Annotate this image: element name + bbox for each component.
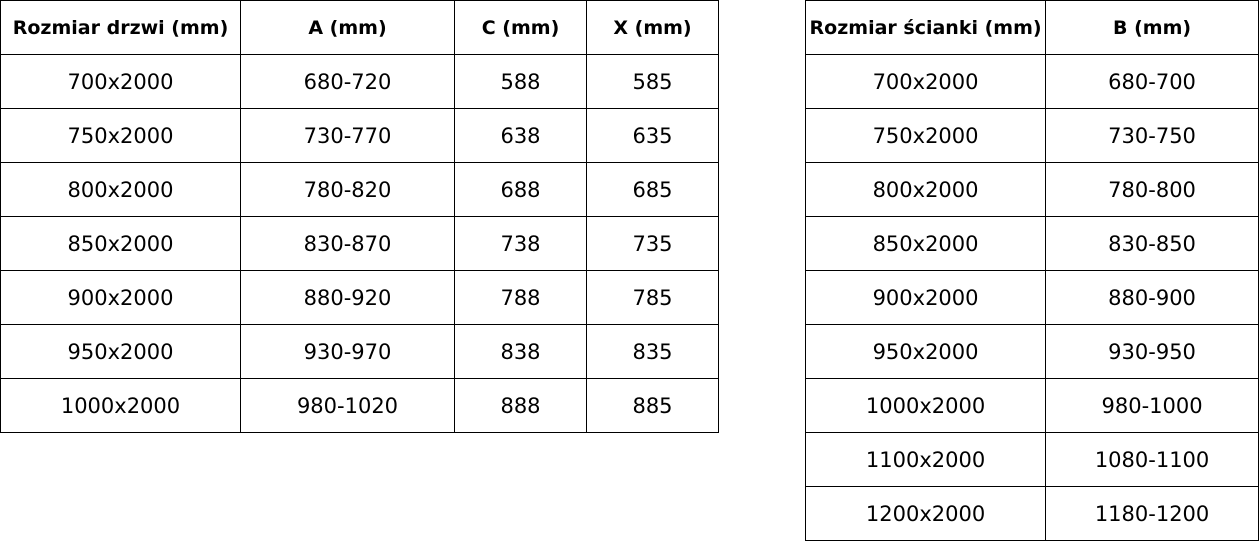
table-cell: 638	[454, 108, 587, 163]
table-cell: 588	[454, 54, 587, 109]
table-row: 1200x2000 1180-1200	[804, 486, 1259, 541]
table-cell: 738	[454, 216, 587, 271]
column-header: C (mm)	[454, 0, 587, 55]
table-cell: 830-850	[1045, 216, 1259, 271]
column-header: Rozmiar ścianki (mm)	[804, 0, 1047, 55]
table-row: 750x2000 730-770 638 635	[0, 108, 719, 163]
table-cell: 830-870	[240, 216, 455, 271]
table-cell: 900x2000	[0, 270, 241, 325]
table-row: 850x2000 830-870 738 735	[0, 216, 719, 271]
door-size-table: Rozmiar drzwi (mm) A (mm) C (mm) X (mm) 700x…	[0, 0, 719, 433]
table-cell: 730-770	[240, 108, 455, 163]
table-cell: 950x2000	[0, 324, 241, 379]
table-cell: 835	[586, 324, 719, 379]
table-cell: 585	[586, 54, 719, 109]
table-cell: 1000x2000	[804, 378, 1047, 433]
table-cell: 700x2000	[804, 54, 1047, 109]
table-cell: 735	[586, 216, 719, 271]
table-cell: 930-950	[1045, 324, 1259, 379]
table-cell: 885	[586, 378, 719, 433]
table-cell: 750x2000	[0, 108, 241, 163]
table-cell: 950x2000	[804, 324, 1047, 379]
table-cell: 688	[454, 162, 587, 217]
column-header: B (mm)	[1045, 0, 1259, 55]
table-row: 800x2000 780-820 688 685	[0, 162, 719, 217]
table-row: 1100x2000 1080-1100	[804, 432, 1259, 487]
table-cell: 750x2000	[804, 108, 1047, 163]
table-row: 700x2000 680-720 588 585	[0, 54, 719, 109]
table-cell: 780-820	[240, 162, 455, 217]
table-cell: 1180-1200	[1045, 486, 1259, 541]
table-cell: 785	[586, 270, 719, 325]
table-row: 700x2000 680-700	[804, 54, 1259, 109]
table-cell: 1000x2000	[0, 378, 241, 433]
table-row: 950x2000 930-970 838 835	[0, 324, 719, 379]
table-cell: 730-750	[1045, 108, 1259, 163]
table-cell: 680-720	[240, 54, 455, 109]
table-row: 1000x2000 980-1020 888 885	[0, 378, 719, 433]
table-cell: 800x2000	[0, 162, 241, 217]
table-row: 800x2000 780-800	[804, 162, 1259, 217]
table-cell: 888	[454, 378, 587, 433]
column-header: Rozmiar drzwi (mm)	[0, 0, 241, 55]
header-row: Rozmiar drzwi (mm) A (mm) C (mm) X (mm)	[0, 0, 719, 55]
table-cell: 1200x2000	[804, 486, 1047, 541]
table-cell: 980-1020	[240, 378, 455, 433]
table-cell: 880-900	[1045, 270, 1259, 325]
table-row: 850x2000 830-850	[804, 216, 1259, 271]
table-cell: 680-700	[1045, 54, 1259, 109]
table-cell: 788	[454, 270, 587, 325]
table-row: 900x2000 880-900	[804, 270, 1259, 325]
table-cell: 780-800	[1045, 162, 1259, 217]
table-cell: 1080-1100	[1045, 432, 1259, 487]
table-cell: 850x2000	[804, 216, 1047, 271]
column-header: X (mm)	[586, 0, 719, 55]
table-row: 900x2000 880-920 788 785	[0, 270, 719, 325]
table-cell: 900x2000	[804, 270, 1047, 325]
table-row: 1000x2000 980-1000	[804, 378, 1259, 433]
table-cell: 880-920	[240, 270, 455, 325]
table-cell: 930-970	[240, 324, 455, 379]
table-cell: 980-1000	[1045, 378, 1259, 433]
table-cell: 685	[586, 162, 719, 217]
column-header: A (mm)	[240, 0, 455, 55]
table-cell: 635	[586, 108, 719, 163]
header-row: Rozmiar ścianki (mm) B (mm)	[804, 0, 1259, 55]
table-cell: 1100x2000	[804, 432, 1047, 487]
table-row: 750x2000 730-750	[804, 108, 1259, 163]
table-cell: 700x2000	[0, 54, 241, 109]
table-cell: 800x2000	[804, 162, 1047, 217]
wall-size-table: Rozmiar ścianki (mm) B (mm) 700x2000 680-70…	[804, 0, 1259, 541]
table-cell: 850x2000	[0, 216, 241, 271]
table-row: 950x2000 930-950	[804, 324, 1259, 379]
table-cell: 838	[454, 324, 587, 379]
